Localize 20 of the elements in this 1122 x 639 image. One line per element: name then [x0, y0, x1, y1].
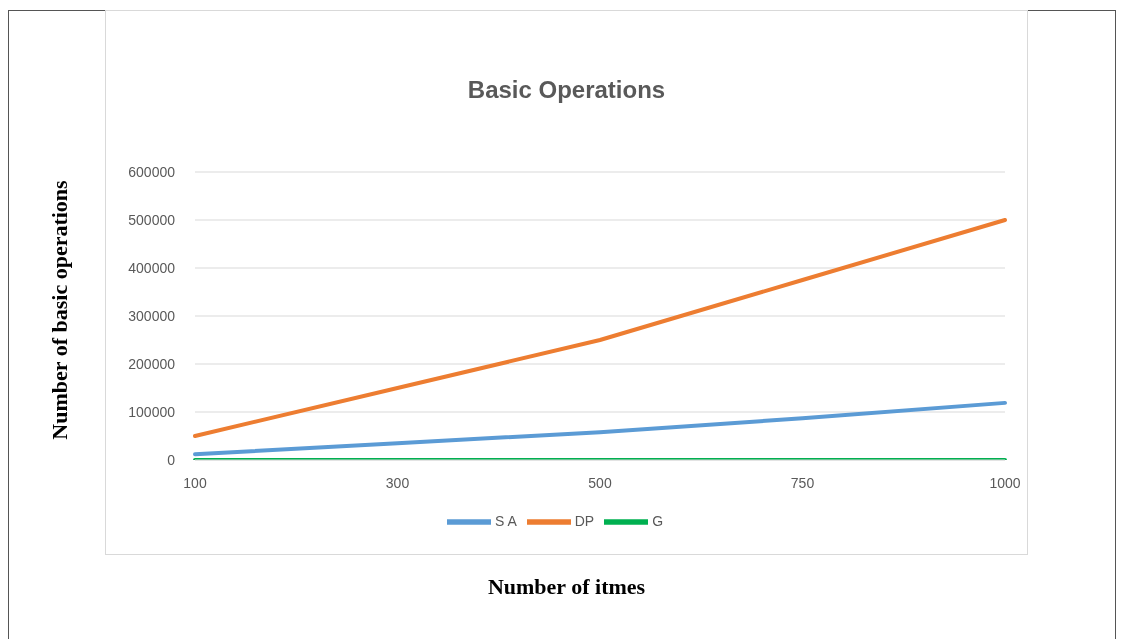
- y-tick-label: 0: [167, 451, 176, 468]
- x-tick-label: 500: [588, 474, 612, 491]
- y-tick-label: 300000: [128, 307, 176, 324]
- y-tick-label: 400000: [128, 259, 176, 276]
- y-tick-label: 600000: [128, 163, 176, 180]
- line-series: [193, 400, 1007, 457]
- legend-label: S A: [494, 512, 517, 529]
- legend-label: G: [652, 512, 664, 529]
- y-axis-title: Number of basic operations: [47, 180, 73, 440]
- y-tick-label: 200000: [128, 355, 176, 372]
- x-tick-label: 100: [183, 474, 207, 491]
- y-tick-label: 500000: [128, 211, 176, 228]
- y-tick-label: 100000: [128, 403, 176, 420]
- line-series: [193, 218, 1007, 438]
- chart-title: Basic Operations: [466, 76, 667, 104]
- x-tick-label: 750: [790, 474, 815, 491]
- x-tick-label: 300: [385, 474, 410, 491]
- x-axis-title: Number of itmes: [486, 574, 647, 600]
- legend-label: DP: [574, 512, 595, 529]
- x-tick-label: 1000: [989, 474, 1021, 491]
